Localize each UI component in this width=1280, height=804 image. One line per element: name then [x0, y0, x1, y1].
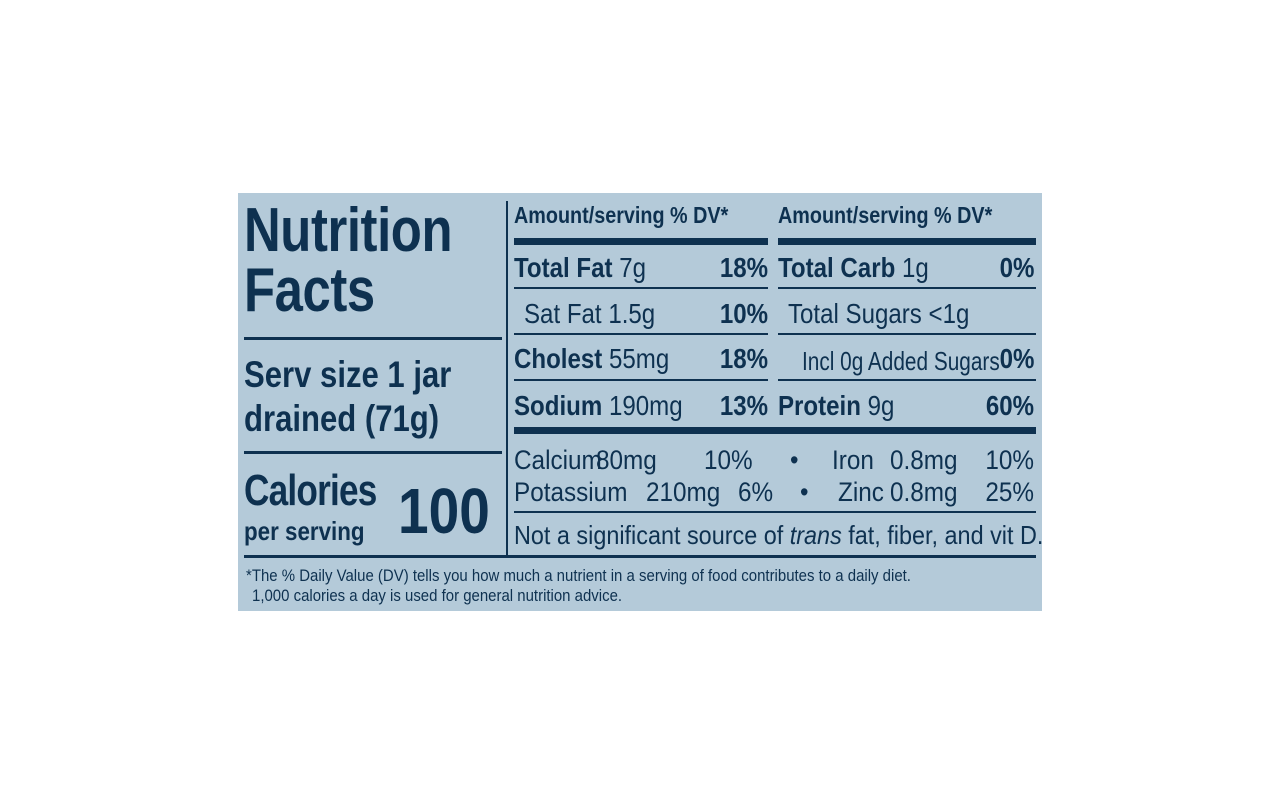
right-row-total-sugars: Total Sugars <1g: [788, 297, 969, 331]
right-header-bar: [778, 238, 1036, 245]
right-row-divider: [778, 287, 1036, 289]
mineral-potassium-amount: 210mg: [646, 477, 721, 507]
row-name: Sat Fat: [524, 298, 602, 329]
row-amount: 1.5g: [608, 298, 656, 329]
left-row-cholest: Cholest 55mg: [514, 342, 669, 376]
left-row-sodium-dv: 13%: [719, 390, 768, 421]
mineral-potassium-dv: 6%: [738, 477, 774, 507]
right-table-header: Amount/serving % DV*: [778, 202, 993, 228]
row-amount: 7g: [619, 252, 647, 283]
mineral-zinc-name: Zinc: [838, 477, 884, 507]
macro-bottom-bar: [514, 427, 1036, 434]
left-row-sat-fat: Sat Fat 1.5g: [524, 297, 655, 331]
mineral-calcium-dv: 10%: [704, 445, 753, 475]
not-significant-note: Not a significant source of trans fat, f…: [514, 520, 1043, 550]
mineral-zinc-dv: 25%: [985, 477, 1034, 507]
left-header-bar: [514, 238, 768, 245]
row-amount: 190mg: [608, 390, 683, 421]
left-row-total-fat: Total Fat 7g: [514, 251, 646, 285]
note-prefix: Not a significant source of: [514, 520, 790, 550]
bullet: •: [790, 445, 799, 475]
right-row-divider: [778, 333, 1036, 335]
right-row-divider: [778, 379, 1036, 381]
row-name: Protein: [778, 390, 861, 421]
row-amount: <1g: [928, 298, 970, 329]
right-row-added-sugars-dv: 0%: [999, 343, 1034, 374]
calories-label: Calories: [244, 466, 377, 515]
serving-line-1: Serv size 1 jar: [244, 354, 452, 395]
left-row-divider: [514, 379, 768, 381]
note-suffix: fat, fiber, and vit D.: [841, 520, 1044, 550]
footnote-divider: [244, 555, 1036, 558]
serving-size: Serv size 1 jar drained (71g): [244, 353, 451, 441]
minerals-divider: [514, 511, 1036, 513]
left-row-divider: [514, 333, 768, 335]
row-name: Total Sugars: [788, 298, 922, 329]
right-row-protein: Protein 9g: [778, 389, 894, 423]
mineral-calcium-amount: 80mg: [596, 445, 657, 475]
left-table-header: Amount/serving % DV*: [514, 202, 729, 228]
right-row-total-carb-dv: 0%: [999, 252, 1034, 283]
row-name: Cholest: [514, 343, 603, 374]
right-row-added-sugars: Incl 0g Added Sugars: [802, 346, 1000, 376]
calories-sub: per serving: [244, 516, 365, 546]
note-italic: trans: [789, 520, 842, 550]
column-separator: [506, 201, 508, 556]
footnote-line-2: 1,000 calories a day is used for general…: [252, 586, 623, 605]
row-name: Total Carb: [778, 252, 896, 283]
bullet: •: [800, 477, 809, 507]
row-name: Total Fat: [514, 252, 613, 283]
mineral-potassium-name: Potassium: [514, 477, 628, 507]
row-amount: 55mg: [609, 343, 670, 374]
title-line-1: Nutrition: [244, 196, 453, 265]
mineral-iron-dv: 10%: [985, 445, 1034, 475]
divider-serving: [244, 451, 502, 454]
mineral-zinc-amount: 0.8mg: [890, 477, 958, 507]
left-row-divider: [514, 287, 768, 289]
mineral-calcium-name: Calcium: [514, 445, 602, 475]
footnote-line-1: *The % Daily Value (DV) tells you how mu…: [246, 566, 911, 585]
right-row-total-carb: Total Carb 1g: [778, 251, 929, 285]
divider-title: [244, 337, 502, 340]
left-row-cholest-dv: 18%: [719, 343, 768, 374]
right-row-protein-dv: 60%: [985, 390, 1034, 421]
mineral-iron-amount: 0.8mg: [890, 445, 958, 475]
left-row-total-fat-dv: 18%: [719, 252, 768, 283]
left-row-sodium: Sodium 190mg: [514, 389, 683, 423]
title-line-2: Facts: [244, 256, 375, 325]
serving-line-2: drained (71g): [244, 398, 440, 439]
row-name: Sodium: [514, 390, 603, 421]
row-amount: 9g: [867, 390, 895, 421]
left-row-sat-fat-dv: 10%: [719, 298, 768, 329]
row-amount: 1g: [901, 252, 929, 283]
calories-value: 100: [398, 475, 490, 547]
mineral-iron-name: Iron: [832, 445, 874, 475]
nutrition-facts-title: Nutrition Facts: [244, 196, 453, 325]
nutrition-facts-panel: Nutrition Facts Serv size 1 jar drained …: [238, 193, 1043, 611]
